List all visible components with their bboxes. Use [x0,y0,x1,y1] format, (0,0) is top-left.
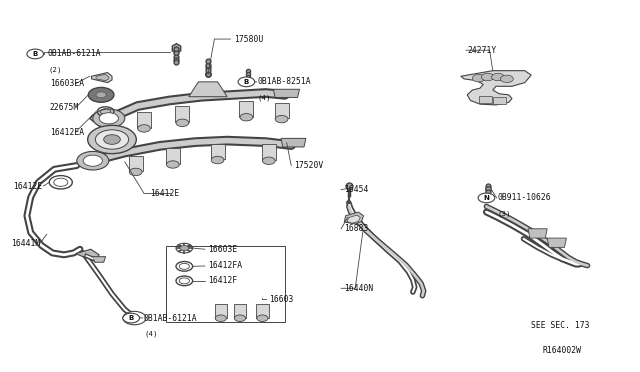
Text: 24271Y: 24271Y [467,46,497,55]
Text: 16412FA: 16412FA [208,262,242,270]
Circle shape [234,315,246,321]
Text: (2): (2) [48,66,61,73]
Text: 16603EA: 16603EA [50,79,84,88]
Polygon shape [92,73,112,83]
Circle shape [481,73,494,81]
Polygon shape [479,96,492,103]
Text: 17580U: 17580U [234,35,263,44]
Polygon shape [275,103,289,118]
Circle shape [27,49,44,59]
Text: 16454: 16454 [344,185,369,194]
Circle shape [500,75,513,83]
Polygon shape [493,97,506,104]
Circle shape [96,92,106,98]
Polygon shape [461,71,531,105]
Circle shape [88,125,136,154]
Circle shape [123,313,140,323]
Text: 16412F: 16412F [208,276,237,285]
Circle shape [262,157,275,164]
Circle shape [180,246,189,251]
Polygon shape [211,144,225,159]
Text: (4): (4) [144,330,157,337]
Polygon shape [129,155,143,171]
Text: 16603E: 16603E [208,245,237,254]
Circle shape [240,113,253,121]
Circle shape [478,193,495,203]
Text: 16412E: 16412E [150,189,180,198]
Circle shape [257,315,268,321]
Circle shape [104,135,120,144]
Polygon shape [214,304,227,318]
Polygon shape [344,212,364,224]
Polygon shape [96,74,109,81]
Text: 0B1AB-8251A: 0B1AB-8251A [258,77,312,86]
Text: 16440N: 16440N [344,284,374,293]
Polygon shape [262,144,276,160]
Circle shape [492,73,504,81]
Circle shape [99,113,118,124]
Circle shape [238,77,255,87]
Circle shape [77,151,109,170]
Text: SEE SEC. 173: SEE SEC. 173 [531,321,589,330]
Polygon shape [166,148,180,164]
Circle shape [95,130,129,149]
Circle shape [472,74,485,82]
Polygon shape [547,238,566,247]
Text: 16441M: 16441M [12,239,41,248]
Circle shape [83,155,102,166]
Circle shape [211,156,224,164]
Polygon shape [137,112,151,128]
Text: R164002W: R164002W [543,346,582,355]
Polygon shape [281,138,306,147]
Text: 16412EA: 16412EA [50,128,84,137]
Polygon shape [175,106,189,122]
Text: 22675M: 22675M [50,103,79,112]
Polygon shape [234,304,246,318]
Text: 16883: 16883 [344,224,369,233]
Text: 0B1AB-6121A: 0B1AB-6121A [144,314,198,323]
Circle shape [215,315,227,321]
Circle shape [123,311,146,325]
Circle shape [138,125,150,132]
Circle shape [129,168,142,176]
Polygon shape [347,215,360,223]
Polygon shape [528,229,547,238]
Text: N: N [483,195,490,201]
Text: 0B1AB-6121A: 0B1AB-6121A [48,49,102,58]
Circle shape [275,115,288,123]
Text: B: B [244,79,249,85]
Text: B: B [33,51,38,57]
Polygon shape [76,249,99,261]
Polygon shape [189,82,227,97]
Circle shape [88,87,114,102]
Circle shape [176,119,189,126]
Polygon shape [93,257,106,262]
Circle shape [93,109,125,128]
Text: 16603: 16603 [269,295,293,304]
Polygon shape [256,304,269,318]
Text: (4): (4) [258,94,271,101]
Text: 0B911-10626: 0B911-10626 [498,193,552,202]
Polygon shape [273,89,300,97]
Text: 16412E: 16412E [13,182,42,190]
Text: B: B [129,315,134,321]
Text: 17520V: 17520V [294,161,324,170]
Circle shape [166,161,179,168]
Text: (3): (3) [498,210,511,217]
Polygon shape [239,101,253,116]
